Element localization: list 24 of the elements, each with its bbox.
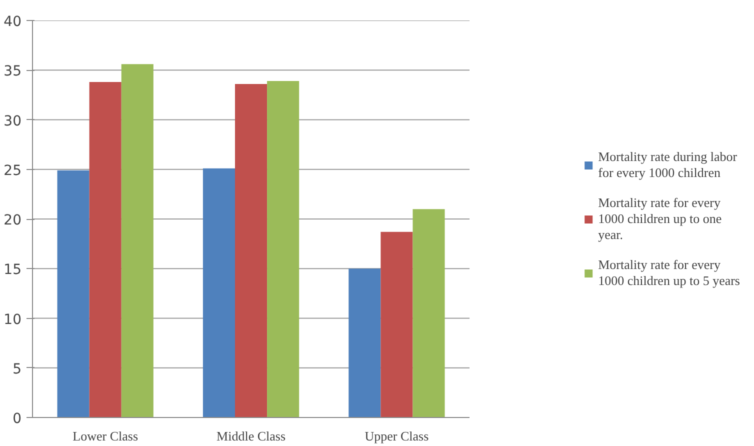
x-tick-label: Upper Class xyxy=(364,428,429,444)
y-tick-label: 5 xyxy=(12,361,22,378)
legend-label: Mortality rate for every 1000 children up to one year. xyxy=(598,194,722,242)
y-tick-label: 35 xyxy=(4,64,22,80)
bar xyxy=(202,168,235,418)
bar xyxy=(412,209,445,418)
y-tick-label: 15 xyxy=(4,262,22,278)
legend-label: Mortality rate for every 1000 children up to 5 years xyxy=(598,256,740,288)
y-tick-label: 0 xyxy=(12,411,22,427)
y-tick-label: 40 xyxy=(4,14,22,30)
bar xyxy=(267,81,300,418)
y-tick-label: 25 xyxy=(4,162,22,179)
x-tick-label: Lower Class xyxy=(72,428,138,444)
y-tick-label: 20 xyxy=(4,212,22,228)
y-tick-label: 10 xyxy=(4,312,22,328)
bar xyxy=(121,64,154,418)
bar xyxy=(380,232,413,418)
bar xyxy=(348,268,381,418)
x-tick-label: Middle Class xyxy=(216,428,286,444)
y-tick-label: 30 xyxy=(4,113,22,130)
legend-label: Mortality rate during labor for every 1000 children xyxy=(598,148,738,180)
bar xyxy=(57,170,90,418)
bar xyxy=(234,84,268,418)
bar xyxy=(89,82,122,418)
